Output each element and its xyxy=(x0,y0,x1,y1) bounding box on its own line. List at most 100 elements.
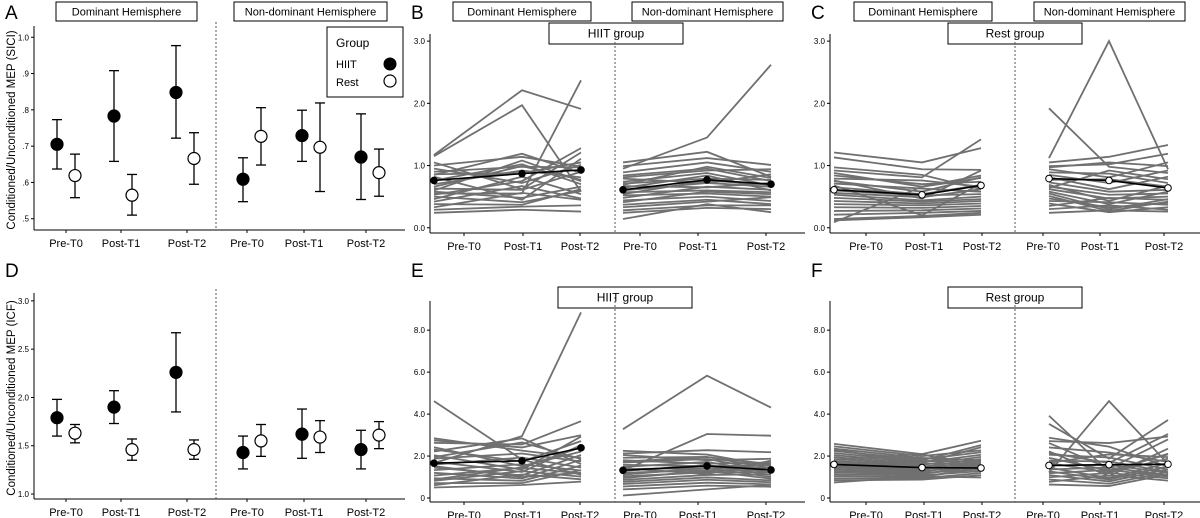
y-tick-label: 3.0 xyxy=(414,37,426,46)
facet-strip-text: Non-dominant Hemisphere xyxy=(1044,7,1175,19)
y-tick-label: 1.0 xyxy=(18,33,30,42)
individual-line xyxy=(433,185,582,199)
individual-line xyxy=(1048,462,1169,479)
individual-line xyxy=(622,483,772,497)
x-tick-label: Post-T1 xyxy=(1081,510,1120,518)
individual-line xyxy=(433,452,582,463)
individual-line xyxy=(833,453,982,471)
panel-letter-e: E xyxy=(411,261,424,282)
x-tick-label: Post-T1 xyxy=(905,510,944,518)
x-tick-label: Pre-T0 xyxy=(849,241,883,253)
mean-point xyxy=(1045,461,1053,470)
y-tick-label: 6.0 xyxy=(814,368,826,377)
individual-line xyxy=(833,182,982,193)
individual-line xyxy=(1048,204,1169,211)
mean-point xyxy=(577,166,585,174)
individual-line xyxy=(622,476,772,483)
individual-line xyxy=(1048,190,1169,206)
mean-point xyxy=(518,457,526,465)
hiit-mean-point xyxy=(354,150,368,164)
x-tick-label: Post-T2 xyxy=(747,241,786,253)
hiit-mean-point xyxy=(169,365,183,379)
individual-line xyxy=(622,157,772,168)
hiit-mean-point xyxy=(236,445,250,460)
individual-line xyxy=(433,434,582,449)
facet-strip-text: Non-dominant Hemisphere xyxy=(245,7,376,19)
individual-line xyxy=(833,211,982,220)
y-tick-label: 1.0 xyxy=(814,162,826,171)
x-tick-label: Post-T1 xyxy=(285,507,324,518)
x-tick-label: Post-T2 xyxy=(347,238,386,250)
individual-line xyxy=(1048,435,1169,444)
y-tick-label: 4.0 xyxy=(414,410,426,419)
mean-point xyxy=(830,186,838,194)
individual-line xyxy=(833,200,982,205)
y-tick-label: 0 xyxy=(821,494,826,503)
y-tick-label: 2.0 xyxy=(18,393,30,402)
panel-c-rest-sici-individual: 0.0 1.0 2.0 3.0 Pre-T0 Post-T1 Post-T2 Pre-T0 Po… xyxy=(814,30,1200,253)
individual-line xyxy=(622,459,772,475)
title-box-b: HIIT group xyxy=(548,22,684,45)
panel-b-hiit-sici-individual: 0.0 1.0 2.0 3.0 Pre-T0 Post-T1 Post-T2 Pre-T0 Po… xyxy=(414,30,805,253)
rest-mean-point xyxy=(313,430,327,444)
individual-line xyxy=(622,161,772,174)
individual-line xyxy=(833,202,982,207)
facet-strip-text: Dominant Hemisphere xyxy=(72,7,181,19)
individual-line xyxy=(622,470,772,480)
y-tick-label: .6 xyxy=(22,178,29,187)
mean-point xyxy=(703,176,711,184)
y-tick-label: 0.0 xyxy=(814,224,826,233)
panel-letter-f: F xyxy=(811,261,823,282)
individual-line xyxy=(622,165,772,186)
rest-mean-point xyxy=(372,166,386,180)
x-tick-label: Post-T2 xyxy=(1145,241,1184,253)
individual-line xyxy=(1048,468,1169,478)
y-tick-label: 8.0 xyxy=(814,326,826,335)
y-tick-label: .7 xyxy=(22,142,29,151)
rest-mean-point xyxy=(254,129,268,143)
individual-line xyxy=(433,464,582,482)
facet-strip-text: Non-dominant Hemisphere xyxy=(642,7,773,19)
facet-strip-a-dominant: Dominant Hemisphere xyxy=(55,1,198,22)
individual-line xyxy=(622,481,772,488)
individual-line xyxy=(833,156,982,171)
individual-line xyxy=(622,449,772,455)
individual-line xyxy=(622,458,772,472)
legend-key-rest xyxy=(383,74,397,88)
individual-line xyxy=(833,472,982,480)
individual-line xyxy=(622,189,772,194)
y-tick-label: 2.5 xyxy=(18,345,30,354)
x-tick-label: Pre-T0 xyxy=(49,507,83,518)
x-tick-label: Post-T2 xyxy=(963,510,1002,518)
x-tick-label: Pre-T0 xyxy=(230,507,264,518)
hiit-mean-point xyxy=(169,85,183,100)
x-tick-label: Pre-T0 xyxy=(1026,510,1060,518)
individual-line xyxy=(833,446,982,465)
x-tick-label: Post-T2 xyxy=(168,238,207,250)
individual-line xyxy=(433,170,582,191)
rest-mean-point xyxy=(187,443,201,457)
panel-f-rest-icf-individual: 0 2.0 4.0 6.0 8.0 Pre-T0 Post-T1 Post-T2 Pre-T0 P… xyxy=(814,297,1200,518)
individual-line xyxy=(433,89,582,156)
y-tick-label: 1.0 xyxy=(414,162,426,171)
mean-point xyxy=(830,460,838,469)
individual-line xyxy=(833,475,982,484)
y-tick-label: 2.0 xyxy=(414,99,426,108)
hiit-mean-point xyxy=(295,427,309,441)
y-tick-label: 0 xyxy=(421,494,426,503)
x-tick-label: Post-T2 xyxy=(747,510,786,518)
y-tick-label: 1.5 xyxy=(18,442,30,451)
x-tick-label: Pre-T0 xyxy=(49,238,83,250)
legend-title: Group xyxy=(336,36,370,50)
y-tick-label: 6.0 xyxy=(414,368,426,377)
y-tick-label: 8.0 xyxy=(414,326,426,335)
rest-mean-point xyxy=(68,168,82,183)
individual-line xyxy=(622,190,772,204)
individual-line xyxy=(833,177,982,188)
x-tick-label: Post-T2 xyxy=(347,507,386,518)
x-tick-label: Pre-T0 xyxy=(447,241,481,253)
x-tick-label: Post-T2 xyxy=(1145,510,1184,518)
individual-line xyxy=(433,480,582,489)
facet-strip-text: Dominant Hemisphere xyxy=(467,7,576,19)
individual-line xyxy=(1048,465,1169,481)
